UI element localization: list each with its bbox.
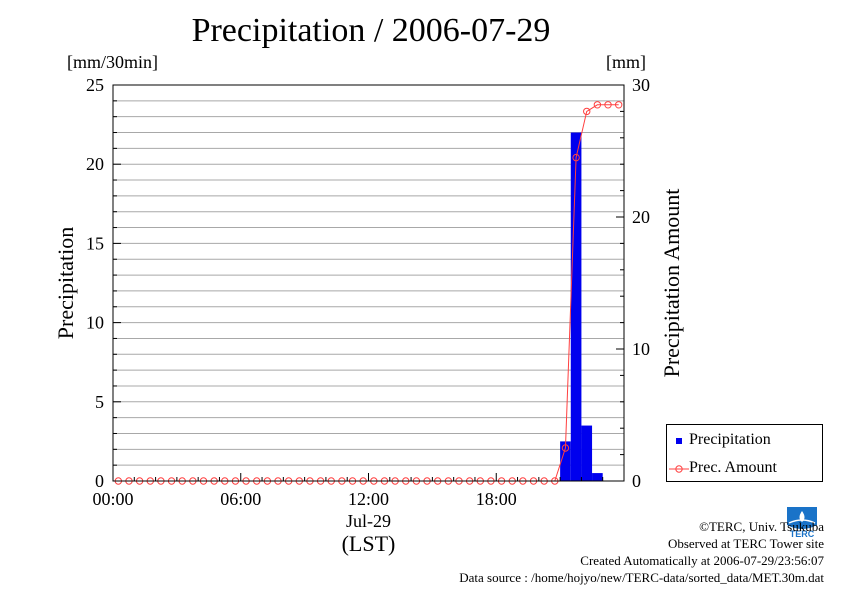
legend-item-amount: Prec. Amount: [667, 457, 822, 479]
amount-point: [604, 101, 612, 109]
left-axis-unit: [mm/30min]: [67, 52, 158, 72]
amount-point: [583, 107, 591, 116]
left-axis-title: Precipitation: [53, 227, 78, 339]
precipitation-bar: [560, 441, 571, 481]
x-tick-label: 00:00: [92, 489, 133, 509]
right-tick-label: 20: [632, 207, 650, 227]
chart-title: Precipitation / 2006-07-29: [191, 12, 551, 49]
precipitation-bar: [581, 425, 593, 481]
svg-text:TERC: TERC: [790, 529, 815, 539]
credits-block: ©TERC, Univ. Tsukuba Observed at TERC To…: [459, 518, 824, 586]
amount-line: [114, 101, 623, 485]
legend-label: Precipitation: [689, 431, 771, 448]
legend-label: Prec. Amount: [689, 459, 777, 476]
right-tick-label: 10: [632, 339, 650, 359]
left-tick-label: 25: [86, 75, 104, 95]
amount-point: [614, 101, 623, 109]
amount-point: [561, 444, 570, 452]
right-tick-label: 30: [632, 75, 650, 95]
right-axis-title: Precipitation Amount: [659, 189, 684, 378]
legend: Precipitation Prec. Amount: [666, 424, 823, 482]
amount-point: [572, 153, 580, 162]
plot-frame: [112, 84, 625, 482]
left-tick-label: 15: [86, 233, 104, 253]
x-axis-label: (LST): [342, 531, 396, 556]
right-axis-unit: [mm]: [606, 52, 646, 72]
left-tick-label: 0: [95, 471, 104, 491]
precipitation-bar: [570, 132, 582, 481]
left-tick-label: 10: [86, 313, 104, 333]
x-tick-label: 06:00: [220, 489, 261, 509]
legend-swatch-line: [669, 465, 689, 473]
x-tick-label: 18:00: [476, 489, 517, 509]
x-date-label: Jul-29: [346, 511, 391, 531]
terc-logo: TERC: [783, 503, 821, 539]
precipitation-bars: [560, 132, 603, 481]
precipitation-bar: [592, 473, 603, 481]
left-tick-label: 20: [86, 154, 104, 174]
grid-lines: [113, 100, 624, 466]
site-text: Observed at TERC Tower site: [667, 536, 824, 551]
legend-swatch-bar: [676, 438, 682, 444]
x-tick-label: 12:00: [348, 489, 389, 509]
amount-polyline: [118, 104, 619, 482]
amount-point: [593, 101, 602, 109]
created-text: Created Automatically at 2006-07-29/23:5…: [580, 553, 824, 568]
axes: 0 5 10 15 20 25 0 10 20 30 00:00 06:00 12:00 18:00 Jul…: [53, 75, 684, 556]
left-tick-label: 5: [95, 392, 104, 412]
right-tick-label: 0: [632, 471, 641, 491]
source-text: Data source : /home/hojyo/new/TERC-data/…: [459, 570, 824, 585]
copyright-text: ©TERC, Univ. Tsukuba: [699, 519, 824, 534]
legend-item-precipitation: Precipitation: [667, 429, 822, 451]
